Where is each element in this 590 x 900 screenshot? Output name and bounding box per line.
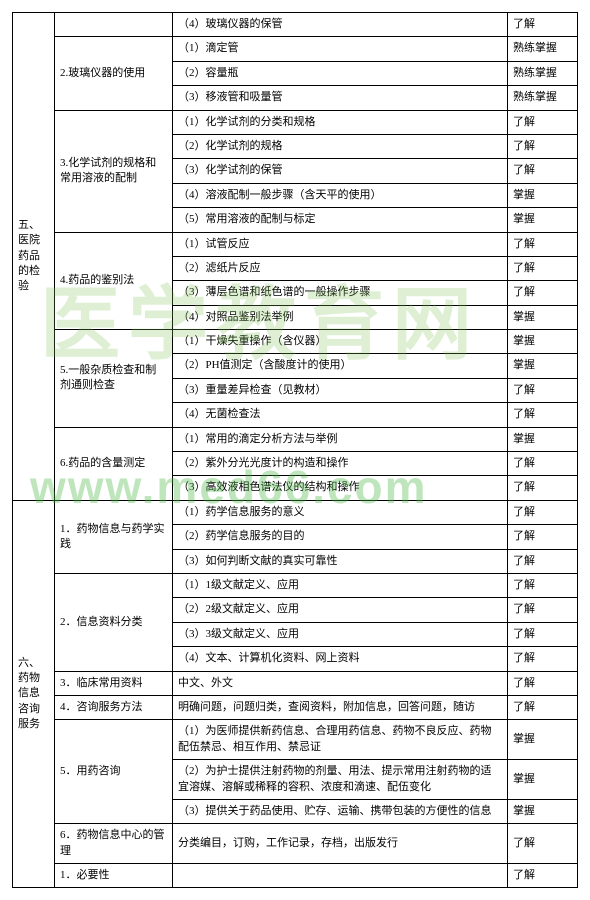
- item-cell: [173, 864, 508, 888]
- level-cell: 了解: [508, 500, 578, 524]
- item-cell: （4）溶液配制一般步骤（含天平的使用）: [173, 183, 508, 207]
- level-cell: 掌握: [508, 760, 578, 800]
- item-cell: （2）为护士提供注射药物的剂量、用法、提示常用注射药物的适宜溶媒、溶解或稀释的容…: [173, 760, 508, 800]
- level-cell: 掌握: [508, 208, 578, 232]
- item-cell: （1）为医师提供新药信息、合理用药信息、药物不良反应、药物配伍禁忌、相互作用、禁…: [173, 720, 508, 760]
- table-row: 六、药物信息咨询服务1．药物信息与药学实践（1）药学信息服务的意义了解: [13, 500, 578, 524]
- table-row: 2.玻璃仪器的使用（1）滴定管熟练掌握: [13, 37, 578, 61]
- level-cell: 了解: [508, 622, 578, 646]
- item-cell: 明确问题，问题归类，查阅资料，附加信息，回答问题，随访: [173, 695, 508, 719]
- item-cell: （3）薄层色谱和纸色谱的一般操作步骤: [173, 281, 508, 305]
- level-cell: 掌握: [508, 305, 578, 329]
- item-cell: （2）药学信息服务的目的: [173, 525, 508, 549]
- group-cell: 5．用药咨询: [55, 720, 173, 824]
- item-cell: （3）提供关于药品使用、贮存、运输、携带包装的方便性的信息: [173, 799, 508, 823]
- item-cell: （3）高效液相色谱法仪的结构和操作: [173, 476, 508, 500]
- group-cell: 1．药物信息与药学实践: [55, 500, 173, 573]
- level-cell: 掌握: [508, 427, 578, 451]
- group-cell: 1．必要性: [55, 864, 173, 888]
- item-cell: （3）移液管和吸量管: [173, 86, 508, 110]
- level-cell: 了解: [508, 598, 578, 622]
- table-row: 6.药品的含量测定（1）常用的滴定分析方法与举例掌握: [13, 427, 578, 451]
- level-cell: 掌握: [508, 330, 578, 354]
- group-cell: 5.一般杂质检查和制剂通则检查: [55, 330, 173, 428]
- category-cell: 六、药物信息咨询服务: [13, 500, 55, 888]
- group-cell: 6．药物信息中心的管理: [55, 824, 173, 864]
- item-cell: （3）3级文献定义、应用: [173, 622, 508, 646]
- level-cell: 掌握: [508, 720, 578, 760]
- level-cell: 熟练掌握: [508, 86, 578, 110]
- level-cell: 了解: [508, 281, 578, 305]
- level-cell: 了解: [508, 573, 578, 597]
- level-cell: 了解: [508, 13, 578, 37]
- item-cell: （3）化学试剂的保管: [173, 159, 508, 183]
- level-cell: 了解: [508, 525, 578, 549]
- item-cell: （4）文本、计算机化资料、网上资料: [173, 647, 508, 671]
- table-row: 3．临床常用资料中文、外文了解: [13, 671, 578, 695]
- level-cell: 了解: [508, 159, 578, 183]
- level-cell: 了解: [508, 824, 578, 864]
- item-cell: （2）容量瓶: [173, 61, 508, 85]
- level-cell: 了解: [508, 476, 578, 500]
- table-row: 4．咨询服务方法明确问题，问题归类，查阅资料，附加信息，回答问题，随访了解: [13, 695, 578, 719]
- group-cell: [55, 13, 173, 37]
- item-cell: （1）干燥失重操作（含仪器）: [173, 330, 508, 354]
- item-cell: （2）紫外分光光度计的构造和操作: [173, 452, 508, 476]
- item-cell: （4）无菌检查法: [173, 403, 508, 427]
- item-cell: 中文、外文: [173, 671, 508, 695]
- group-cell: 3.化学试剂的规格和常用溶液的配制: [55, 110, 173, 232]
- level-cell: 了解: [508, 232, 578, 256]
- level-cell: 掌握: [508, 799, 578, 823]
- item-cell: （3）重量差异检查（见教材）: [173, 378, 508, 402]
- level-cell: 熟练掌握: [508, 61, 578, 85]
- level-cell: 了解: [508, 452, 578, 476]
- group-cell: 6.药品的含量测定: [55, 427, 173, 500]
- level-cell: 了解: [508, 671, 578, 695]
- item-cell: （5）常用溶液的配制与标定: [173, 208, 508, 232]
- item-cell: （1）常用的滴定分析方法与举例: [173, 427, 508, 451]
- group-cell: 2.玻璃仪器的使用: [55, 37, 173, 110]
- group-cell: 4．咨询服务方法: [55, 695, 173, 719]
- item-cell: （2）滤纸片反应: [173, 256, 508, 280]
- level-cell: 了解: [508, 647, 578, 671]
- item-cell: （3）如何判断文献的真实可靠性: [173, 549, 508, 573]
- item-cell: （1）化学试剂的分类和规格: [173, 110, 508, 134]
- item-cell: （4）对照品鉴别法举例: [173, 305, 508, 329]
- table-row: 五、医院药品的检验（4）玻璃仪器的保管了解: [13, 13, 578, 37]
- table-row: 5．用药咨询（1）为医师提供新药信息、合理用药信息、药物不良反应、药物配伍禁忌、…: [13, 720, 578, 760]
- item-cell: （2）2级文献定义、应用: [173, 598, 508, 622]
- level-cell: 了解: [508, 864, 578, 888]
- level-cell: 了解: [508, 549, 578, 573]
- item-cell: （1）1级文献定义、应用: [173, 573, 508, 597]
- table-row: 5.一般杂质检查和制剂通则检查（1）干燥失重操作（含仪器）掌握: [13, 330, 578, 354]
- level-cell: 熟练掌握: [508, 37, 578, 61]
- syllabus-table: 五、医院药品的检验（4）玻璃仪器的保管了解2.玻璃仪器的使用（1）滴定管熟练掌握…: [12, 12, 578, 888]
- table-row: 3.化学试剂的规格和常用溶液的配制（1）化学试剂的分类和规格了解: [13, 110, 578, 134]
- level-cell: 了解: [508, 378, 578, 402]
- group-cell: 3．临床常用资料: [55, 671, 173, 695]
- category-cell: 五、医院药品的检验: [13, 13, 55, 501]
- level-cell: 掌握: [508, 354, 578, 378]
- item-cell: 分类编目，订购，工作记录，存档，出版发行: [173, 824, 508, 864]
- item-cell: （1）试管反应: [173, 232, 508, 256]
- group-cell: 4.药品的鉴别法: [55, 232, 173, 330]
- level-cell: 了解: [508, 110, 578, 134]
- item-cell: （2）PH值测定（含酸度计的使用）: [173, 354, 508, 378]
- table-row: 1．必要性 了解: [13, 864, 578, 888]
- level-cell: 了解: [508, 695, 578, 719]
- item-cell: （4）玻璃仪器的保管: [173, 13, 508, 37]
- level-cell: 了解: [508, 134, 578, 158]
- table-row: 4.药品的鉴别法（1）试管反应了解: [13, 232, 578, 256]
- table-row: 2．信息资料分类（1）1级文献定义、应用了解: [13, 573, 578, 597]
- item-cell: （1）药学信息服务的意义: [173, 500, 508, 524]
- item-cell: （2）化学试剂的规格: [173, 134, 508, 158]
- table-row: 6．药物信息中心的管理分类编目，订购，工作记录，存档，出版发行了解: [13, 824, 578, 864]
- level-cell: 了解: [508, 403, 578, 427]
- level-cell: 掌握: [508, 183, 578, 207]
- item-cell: （1）滴定管: [173, 37, 508, 61]
- group-cell: 2．信息资料分类: [55, 573, 173, 671]
- level-cell: 了解: [508, 256, 578, 280]
